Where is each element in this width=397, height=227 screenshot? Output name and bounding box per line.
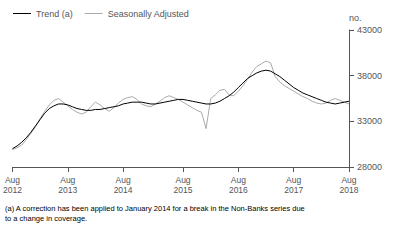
svg-text:no.: no. — [349, 13, 362, 23]
svg-text:Aug: Aug — [341, 175, 356, 185]
svg-text:Aug: Aug — [60, 175, 75, 185]
svg-text:Aug: Aug — [175, 175, 190, 185]
svg-text:2015: 2015 — [174, 185, 193, 195]
svg-text:Aug: Aug — [5, 175, 20, 185]
svg-text:38000: 38000 — [357, 71, 382, 81]
svg-text:Aug: Aug — [231, 175, 246, 185]
svg-text:to a change in coverage.: to a change in coverage. — [5, 214, 87, 223]
svg-text:Seasonally Adjusted: Seasonally Adjusted — [108, 9, 189, 19]
svg-text:2013: 2013 — [58, 185, 77, 195]
svg-text:2012: 2012 — [3, 185, 22, 195]
svg-text:2016: 2016 — [229, 185, 248, 195]
svg-text:2017: 2017 — [284, 185, 303, 195]
svg-text:2014: 2014 — [114, 185, 133, 195]
svg-text:Aug: Aug — [116, 175, 131, 185]
svg-text:28000: 28000 — [357, 162, 382, 172]
svg-text:43000: 43000 — [357, 25, 382, 35]
svg-text:Aug: Aug — [286, 175, 301, 185]
svg-text:33000: 33000 — [357, 116, 382, 126]
svg-text:Trend (a): Trend (a) — [36, 9, 73, 19]
svg-text:(a) A correction has been appl: (a) A correction has been applied to Jan… — [5, 204, 305, 213]
svg-text:2018: 2018 — [340, 185, 359, 195]
